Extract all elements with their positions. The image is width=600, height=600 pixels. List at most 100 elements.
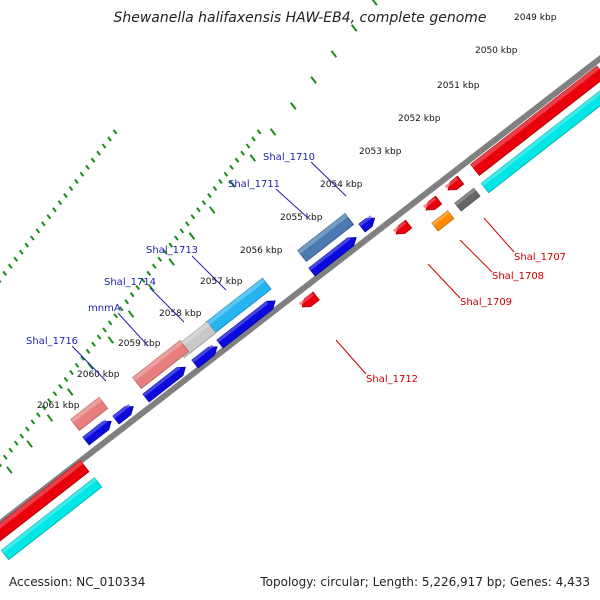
tick-mark-major bbox=[66, 388, 74, 396]
gene-label-plus-4[interactable]: mnmA bbox=[88, 303, 121, 314]
tick-mark-lower bbox=[196, 207, 201, 213]
gene-label-minus-1[interactable]: Shal_1708 bbox=[492, 271, 544, 282]
tick-mark-lower bbox=[179, 228, 185, 234]
tick-label-11: 2060 kbp bbox=[77, 370, 120, 380]
feature-mnmA[interactable] bbox=[132, 340, 190, 390]
gene-label-plus-5[interactable]: Shal_1716 bbox=[26, 336, 78, 347]
tick-mark-major bbox=[107, 336, 114, 344]
tick-mark-major bbox=[26, 440, 33, 448]
feature-blue-f[interactable] bbox=[82, 419, 112, 446]
tick-mark-lower bbox=[30, 419, 36, 425]
tick-mark-lower bbox=[162, 249, 168, 255]
tick-mark-lower bbox=[52, 391, 58, 397]
tick-label-3: 2052 kbp bbox=[398, 114, 441, 124]
feature-blue-g[interactable] bbox=[112, 403, 134, 425]
tick-mark-major bbox=[371, 0, 378, 6]
genome-backbone bbox=[0, 54, 600, 528]
tick-mark-lower bbox=[102, 327, 107, 333]
tick-mark-lower bbox=[91, 341, 96, 347]
tick-mark-major bbox=[168, 258, 175, 266]
tick-mark-upper bbox=[7, 263, 13, 269]
feature-shal-1710[interactable] bbox=[297, 213, 355, 263]
gene-label-minus-2[interactable]: Shal_1709 bbox=[460, 297, 512, 308]
feature-arrow-a[interactable] bbox=[358, 215, 376, 233]
feature-blue-c[interactable] bbox=[216, 300, 276, 349]
feature-bar-red-top[interactable] bbox=[470, 65, 600, 177]
gene-label-plus-3[interactable]: Shal_1714 bbox=[104, 277, 156, 288]
feature-shal-1708[interactable] bbox=[422, 195, 443, 211]
tick-mark-upper bbox=[90, 157, 96, 163]
connector-plus-4 bbox=[117, 312, 149, 347]
gene-label-minus-3[interactable]: Shal_1712 bbox=[366, 374, 418, 385]
tick-mark-upper bbox=[13, 256, 19, 262]
gene-label-minus-0[interactable]: Shal_1707 bbox=[514, 252, 566, 263]
tick-mark-upper bbox=[85, 164, 90, 170]
tick-mark-lower bbox=[229, 164, 234, 170]
tick-mark-upper bbox=[24, 242, 30, 248]
feature-shal-1709[interactable] bbox=[392, 219, 413, 235]
tick-mark-lower bbox=[2, 454, 8, 460]
feature-blue-d[interactable] bbox=[191, 344, 218, 369]
feature-shal-1708b[interactable] bbox=[431, 210, 455, 232]
tick-label-5: 2054 kbp bbox=[320, 180, 363, 190]
tick-mark-upper bbox=[96, 150, 101, 156]
tick-label-12: 2061 kbp bbox=[37, 401, 80, 411]
connector-plus-1 bbox=[275, 188, 309, 219]
feature-blue-b[interactable] bbox=[308, 237, 357, 277]
tick-label-6: 2055 kbp bbox=[280, 213, 323, 223]
connector-plus-3 bbox=[149, 287, 185, 323]
tick-mark-lower bbox=[63, 376, 69, 383]
tick-mark-lower bbox=[0, 463, 3, 468]
connector-plus-5 bbox=[71, 345, 107, 382]
tick-mark-lower bbox=[185, 221, 190, 227]
topology-summary: Topology: circular; Length: 5,226,917 bp… bbox=[260, 575, 590, 589]
tick-mark-major bbox=[148, 284, 155, 292]
tick-label-2: 2051 kbp bbox=[437, 81, 480, 91]
feature-bar-cyan-top[interactable] bbox=[480, 90, 600, 194]
tick-mark-lower bbox=[256, 129, 262, 135]
tick-mark-lower bbox=[85, 348, 91, 354]
tick-mark-major bbox=[188, 232, 196, 240]
tick-mark-lower bbox=[168, 242, 174, 248]
tick-label-10: 2059 kbp bbox=[118, 339, 161, 349]
tick-mark-major bbox=[208, 206, 216, 214]
feature-bar-red-bottom[interactable] bbox=[0, 460, 90, 546]
tick-mark-lower bbox=[69, 369, 74, 376]
tick-mark-lower bbox=[36, 412, 41, 418]
tick-mark-lower bbox=[146, 270, 152, 277]
tick-mark-upper bbox=[68, 185, 74, 192]
tick-mark-major bbox=[6, 466, 13, 474]
feature-gray[interactable] bbox=[454, 187, 481, 212]
tick-label-0: 2049 kbp bbox=[514, 13, 557, 23]
tick-mark-upper bbox=[35, 228, 41, 234]
gene-labels: Shal_1710 Shal_1711 Shal_1713 Shal_1714 mnmA… bbox=[26, 152, 566, 385]
tick-mark-lower bbox=[234, 157, 240, 163]
connector-plus-0 bbox=[310, 161, 347, 197]
feature-blue-e[interactable] bbox=[142, 366, 186, 403]
tick-mark-lower bbox=[74, 362, 80, 368]
tick-mark-major bbox=[330, 50, 338, 58]
tick-mark-lower bbox=[151, 263, 157, 269]
tick-mark-upper bbox=[41, 221, 46, 227]
feature-shal-1712[interactable] bbox=[298, 291, 320, 308]
connector-minus-2 bbox=[427, 263, 461, 299]
feature-shal-1707[interactable] bbox=[444, 175, 465, 191]
feature-bar-cyan-bottom[interactable] bbox=[0, 477, 103, 561]
gene-label-plus-2[interactable]: Shal_1713 bbox=[146, 245, 198, 256]
tick-mark-lower bbox=[14, 440, 19, 446]
tick-mark-upper bbox=[46, 214, 52, 220]
gene-label-plus-1[interactable]: Shal_1711 bbox=[228, 179, 280, 190]
tick-mark-major bbox=[249, 154, 256, 162]
tick-labels: 2049 kbp 2050 kbp 2051 kbp 2052 kbp 2053 kbp… bbox=[37, 13, 557, 411]
tick-mark-lower bbox=[25, 426, 30, 432]
tick-mark-lower bbox=[245, 143, 251, 149]
gene-label-plus-0[interactable]: Shal_1710 bbox=[263, 152, 315, 163]
connector-minus-0 bbox=[483, 217, 515, 253]
tick-mark-major bbox=[229, 180, 236, 188]
tick-mark-upper bbox=[57, 200, 63, 206]
feature-shal-1716[interactable] bbox=[70, 396, 109, 432]
tick-mark-lower bbox=[212, 185, 218, 192]
tick-mark-lower bbox=[190, 214, 196, 220]
tick-mark-lower bbox=[251, 136, 256, 142]
